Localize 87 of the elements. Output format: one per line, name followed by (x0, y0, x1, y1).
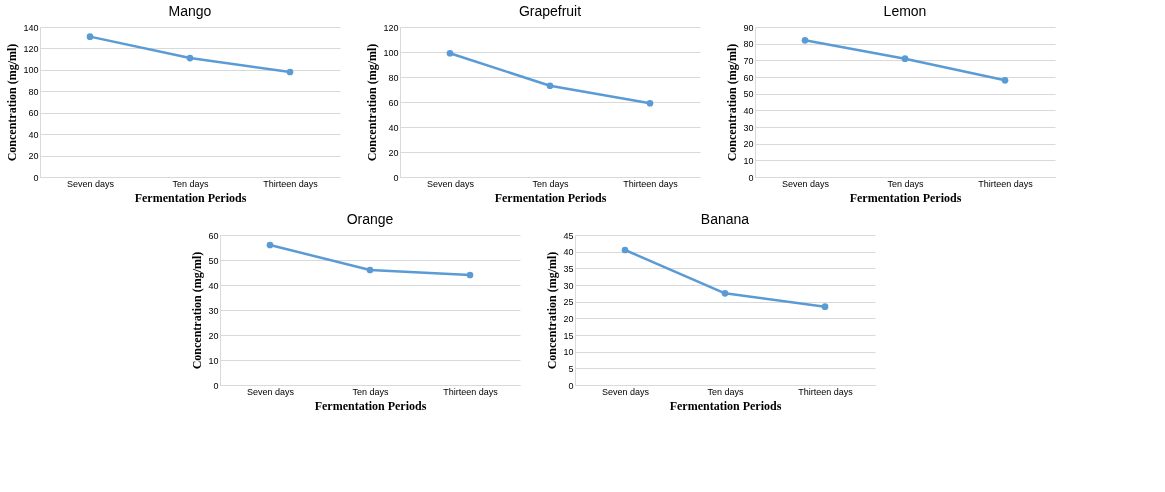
point (821, 303, 829, 311)
point (546, 82, 554, 90)
y-tick-label: 50 (208, 255, 219, 266)
y-tick-label: 50 (743, 89, 754, 100)
point (466, 271, 474, 279)
chart-title: Mango (168, 3, 212, 19)
y-tick-label: 0 (393, 172, 399, 183)
x-tick-label: Thirteen days (443, 386, 499, 397)
x-axis-title: Fermentation Periods (134, 190, 247, 205)
y-tick-label: 120 (383, 22, 399, 33)
x-tick-label: Ten days (352, 386, 390, 397)
point (801, 36, 809, 44)
point (86, 33, 94, 40)
chart-title: Grapefruit (518, 3, 582, 19)
y-tick-label: 20 (28, 151, 39, 162)
y-tick-label: 80 (28, 86, 39, 97)
point (646, 99, 654, 107)
x-tick-label: Thirteen days (978, 178, 1034, 189)
x-tick-label: Ten days (887, 178, 925, 189)
y-axis-title: Concentration (mg/ml) (5, 43, 20, 162)
y-tick-label: 30 (743, 122, 754, 133)
point (721, 289, 729, 297)
x-tick-label: Seven days (246, 386, 295, 397)
y-tick-label: 5 (568, 363, 574, 374)
y-axis-title: Concentration (mg/ml) (190, 251, 205, 370)
y-tick-label: 60 (208, 230, 219, 241)
y-tick-label: 120 (23, 43, 39, 54)
y-tick-label: 0 (568, 380, 574, 391)
x-tick-label: Seven days (601, 386, 650, 397)
y-tick-label: 40 (28, 129, 39, 140)
y-tick-label: 20 (563, 313, 574, 324)
y-tick-label: 45 (563, 230, 574, 241)
x-tick-label: Ten days (172, 178, 210, 189)
x-axis-title: Fermentation Periods (669, 398, 782, 413)
y-axis-title: Concentration (mg/ml) (365, 43, 380, 162)
x-tick-label: Seven days (426, 178, 475, 189)
y-tick-label: 40 (743, 105, 754, 116)
x-tick-label: Ten days (707, 386, 745, 397)
y-tick-label: 10 (563, 347, 574, 358)
y-tick-label: 0 (748, 172, 754, 183)
y-tick-label: 60 (743, 72, 754, 83)
y-tick-label: 140 (23, 22, 39, 33)
point (186, 54, 194, 62)
x-tick-label: Thirteen days (623, 178, 679, 189)
y-tick-label: 10 (208, 355, 219, 366)
y-tick-label: 30 (563, 280, 574, 291)
y-tick-label: 40 (563, 247, 574, 258)
y-tick-label: 35 (563, 263, 574, 274)
y-tick-label: 25 (563, 297, 574, 308)
x-axis-title: Fermentation Periods (314, 398, 427, 413)
y-tick-label: 100 (383, 47, 399, 58)
y-tick-label: 70 (743, 55, 754, 66)
y-tick-label: 0 (213, 380, 219, 391)
y-tick-label: 20 (208, 330, 219, 341)
y-tick-label: 60 (28, 108, 39, 119)
chart-title: Orange (346, 211, 394, 227)
point (286, 68, 294, 76)
x-tick-label: Ten days (532, 178, 570, 189)
x-axis-title: Fermentation Periods (849, 190, 962, 205)
y-tick-label: 10 (743, 155, 754, 166)
y-tick-label: 40 (388, 122, 399, 133)
y-axis-title: Concentration (mg/ml) (545, 251, 560, 370)
x-tick-label: Thirteen days (798, 386, 854, 397)
y-tick-label: 100 (23, 65, 39, 76)
point (366, 266, 374, 274)
y-axis-title: Concentration (mg/ml) (725, 43, 740, 162)
y-tick-label: 30 (208, 305, 219, 316)
point (1001, 76, 1009, 84)
chart-title: Banana (700, 211, 750, 227)
y-tick-label: 20 (743, 139, 754, 150)
x-axis-title: Fermentation Periods (494, 190, 607, 205)
y-tick-label: 60 (388, 97, 399, 108)
x-tick-label: Thirteen days (263, 178, 319, 189)
point (266, 241, 274, 249)
chart-title: Lemon (883, 3, 927, 19)
y-tick-label: 0 (33, 172, 39, 183)
x-tick-label: Seven days (781, 178, 830, 189)
x-tick-label: Seven days (66, 178, 115, 189)
y-tick-label: 90 (743, 22, 754, 33)
point (621, 246, 629, 254)
y-tick-label: 80 (743, 39, 754, 50)
y-tick-label: 15 (563, 330, 574, 341)
point (901, 55, 909, 63)
point (446, 49, 454, 57)
y-tick-label: 20 (388, 147, 399, 158)
y-tick-label: 80 (388, 72, 399, 83)
y-tick-label: 40 (208, 280, 219, 291)
